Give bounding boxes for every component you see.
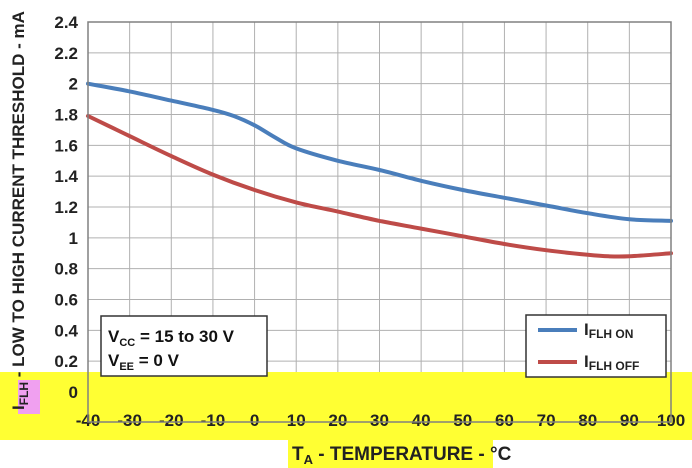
- highlight-band-bottom: [288, 438, 493, 468]
- series-line-1: [86, 114, 673, 259]
- x-tick-label: 90: [620, 411, 639, 430]
- y-tick-label: 1.4: [54, 167, 78, 186]
- y-tick-label: 0.2: [54, 352, 78, 371]
- x-tick-label: 20: [328, 411, 347, 430]
- highlight-band-left: [18, 380, 40, 414]
- plot-frame: [87, 21, 672, 423]
- x-tick-label: 40: [412, 411, 431, 430]
- y-tick-label: 2.4: [54, 13, 78, 32]
- y-tick-label: 1: [69, 229, 78, 248]
- y-axis-label: IFLH - LOW TO HIGH CURRENT THRESHOLD - m…: [9, 11, 31, 410]
- highlight-band: [0, 372, 692, 440]
- y-tick-label: 0.6: [54, 291, 78, 310]
- condition-vee: VEE = 0 V: [108, 351, 180, 373]
- conditions-box: VCC = 15 to 30 V VEE = 0 V: [100, 315, 268, 377]
- y-tick-label: 2.2: [54, 44, 78, 63]
- y-tick-label: 0.8: [54, 260, 78, 279]
- legend-entry-flh-on: IFLH ON: [584, 320, 633, 341]
- legend-entry-flh-off: IFLH OFF: [584, 352, 639, 373]
- x-tick-label: 50: [453, 411, 472, 430]
- y-tick-label: 0.4: [54, 321, 78, 340]
- y-tick-label: 1.6: [54, 136, 78, 155]
- x-tick-label: -30: [117, 411, 142, 430]
- x-tick-label: 60: [495, 411, 514, 430]
- series-lines: [86, 81, 673, 259]
- series-line-0: [86, 81, 673, 223]
- legend: IFLH ON IFLH OFF: [525, 314, 667, 378]
- y-tick-label: 2: [69, 75, 78, 94]
- x-tick-labels: -40 -30 -20 -10 0 10 20 30 40 50 60 70 80 90 100: [76, 411, 685, 430]
- x-tick-label: 0: [250, 411, 259, 430]
- x-axis-label: TA - TEMPERATURE - °C: [292, 444, 512, 467]
- y-tick-label: 0: [69, 383, 78, 402]
- y-tick-label: 1.2: [54, 198, 78, 217]
- x-tick-label: -10: [201, 411, 226, 430]
- y-tick-label: 1.8: [54, 106, 78, 125]
- x-tick-label: -20: [159, 411, 184, 430]
- x-tick-label: 80: [578, 411, 597, 430]
- x-tick-label: 70: [537, 411, 556, 430]
- condition-vcc: VCC = 15 to 30 V: [108, 327, 235, 349]
- x-tick-label: 30: [370, 411, 389, 430]
- y-tick-labels: 0 0.2 0.4 0.6 0.8 1 1.2 1.4 1.6 1.8 2 2.2 2.4: [54, 13, 78, 402]
- x-tick-label: 10: [287, 411, 306, 430]
